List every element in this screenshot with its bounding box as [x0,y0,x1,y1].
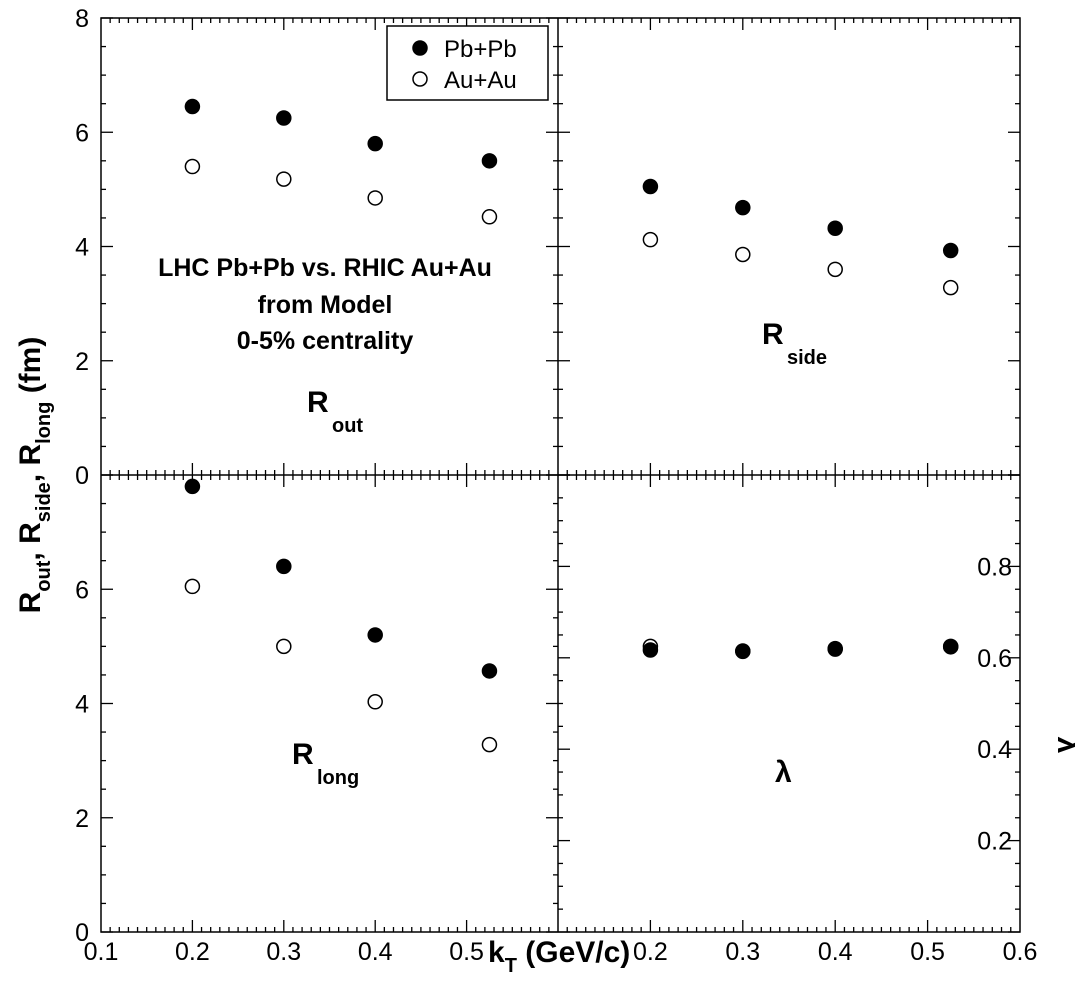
legend-box [386,25,549,101]
data-point-bottom-right-pbpb [942,639,959,655]
data-point-bottom-right-pbpb [827,641,843,657]
lambda-tick-label: 0.2 [977,828,1012,856]
legend-label-pbpb: Pb+Pb [444,36,517,63]
data-point-bottom-left-pbpb [276,558,292,575]
legend-marker-auau [412,71,428,87]
annotation-r-long-main: R [292,738,314,771]
data-point-top-right-auau [735,246,751,263]
annotation-r-out: R out [307,386,363,437]
data-point-bottom-left-auau [184,578,201,595]
x-tick-label-right: 0.5 [910,938,945,966]
legend: Pb+Pb Au+Au [386,25,549,101]
marks-layer [184,98,959,753]
legend-label-auau: Au+Au [444,67,517,94]
data-point-bottom-right-pbpb [642,642,659,658]
annotation-r-long-sub: long [317,767,359,789]
data-point-bottom-left-pbpb [367,627,383,643]
x-tick-label-left: 0.5 [449,938,484,966]
x-axis-label-main: k [488,936,505,969]
x-axis-label-rest: (GeV/c) [517,936,630,969]
data-point-bottom-left-auau [481,736,498,753]
annotation-r-out-main: R [307,386,329,419]
data-point-bottom-left-auau [276,638,292,655]
x-tick-label-right: 0.6 [1003,938,1038,966]
y-tick-label-bottom: 4 [75,691,89,719]
y-tick-label-bottom: 2 [75,805,89,833]
data-point-bottom-left-pbpb [481,663,498,679]
annotation-r-side-main: R [762,318,784,351]
annotation-lambda: λ [775,756,792,789]
ticks-layer: 0 2 4 6 8 0 2 4 6 0.1 0.2 0.3 0.4 0.5 0.2 0.3 0.4 0.5 0.6 0… [75,5,1037,966]
y-tick-label-top: 0 [75,462,89,490]
data-point-top-right-pbpb [642,178,659,195]
y-axis-label-part-2-main: , R [14,522,47,561]
chart-title-line-3: 0-5% centrality [237,327,414,355]
chart-title-line-2: from Model [258,291,393,319]
annotation-r-out-sub: out [332,415,363,437]
y-axis-label-part-1-main: R [14,591,47,613]
y-tick-label-bottom: 0 [75,919,89,947]
data-point-top-left-pbpb [481,153,498,169]
lambda-tick-label: 0.4 [977,736,1012,764]
data-point-bottom-left-auau [367,694,383,710]
y-tick-label-top: 6 [75,119,89,147]
data-point-top-right-auau [642,231,659,248]
data-point-top-left-pbpb [184,98,201,115]
data-point-bottom-right-pbpb [735,643,751,660]
x-tick-label-left: 0.3 [266,938,301,966]
x-tick-label-right: 0.2 [633,938,668,966]
lambda-tick-label: 0.6 [977,645,1012,673]
lambda-tick-label: 0.8 [977,553,1012,581]
data-point-top-right-pbpb [942,242,959,259]
y-axis-label-part-3-main: , R [14,444,47,483]
data-point-top-right-auau [827,261,843,278]
x-tick-label-right: 0.4 [818,938,853,966]
x-tick-label-left: 0.1 [84,938,119,966]
right-y-axis-label: λ [1051,737,1075,754]
y-axis-label-part-2-sub: side [33,482,55,522]
data-point-top-left-pbpb [367,135,383,152]
chart-title-line-1: LHC Pb+Pb vs. RHIC Au+Au [158,254,492,282]
x-tick-label-right: 0.3 [725,938,760,966]
x-axis-label-sub: T [505,955,517,977]
data-point-top-left-auau [276,171,292,187]
y-tick-label-top: 2 [75,348,89,376]
data-point-top-right-pbpb [827,220,843,236]
legend-marker-pbpb [412,40,428,56]
data-point-top-right-pbpb [735,199,751,216]
data-point-bottom-left-pbpb [184,478,201,495]
y-axis-label-part-1-sub: out [33,560,55,591]
y-axis-label-unit: (fm) [14,337,47,402]
data-point-top-left-pbpb [276,110,292,126]
y-tick-label-top: 4 [75,234,89,262]
y-tick-label-top: 8 [75,5,89,33]
y-tick-label-bottom: 6 [75,576,89,604]
data-point-top-right-auau [942,279,959,296]
data-point-top-left-auau [184,158,201,175]
annotation-r-long: R long [292,738,359,789]
x-tick-label-left: 0.2 [175,938,210,966]
annotation-r-side-sub: side [787,347,827,369]
y-axis-label-part-3-sub: long [33,402,55,444]
x-axis-label: kT (GeV/c) [488,936,630,977]
data-point-top-left-auau [481,209,498,225]
annotation-r-side: R side [762,318,827,369]
data-point-top-left-auau [367,190,383,206]
x-tick-label-left: 0.4 [358,938,393,966]
y-axis-label: Rout, Rside, Rlong (fm) [14,337,55,614]
